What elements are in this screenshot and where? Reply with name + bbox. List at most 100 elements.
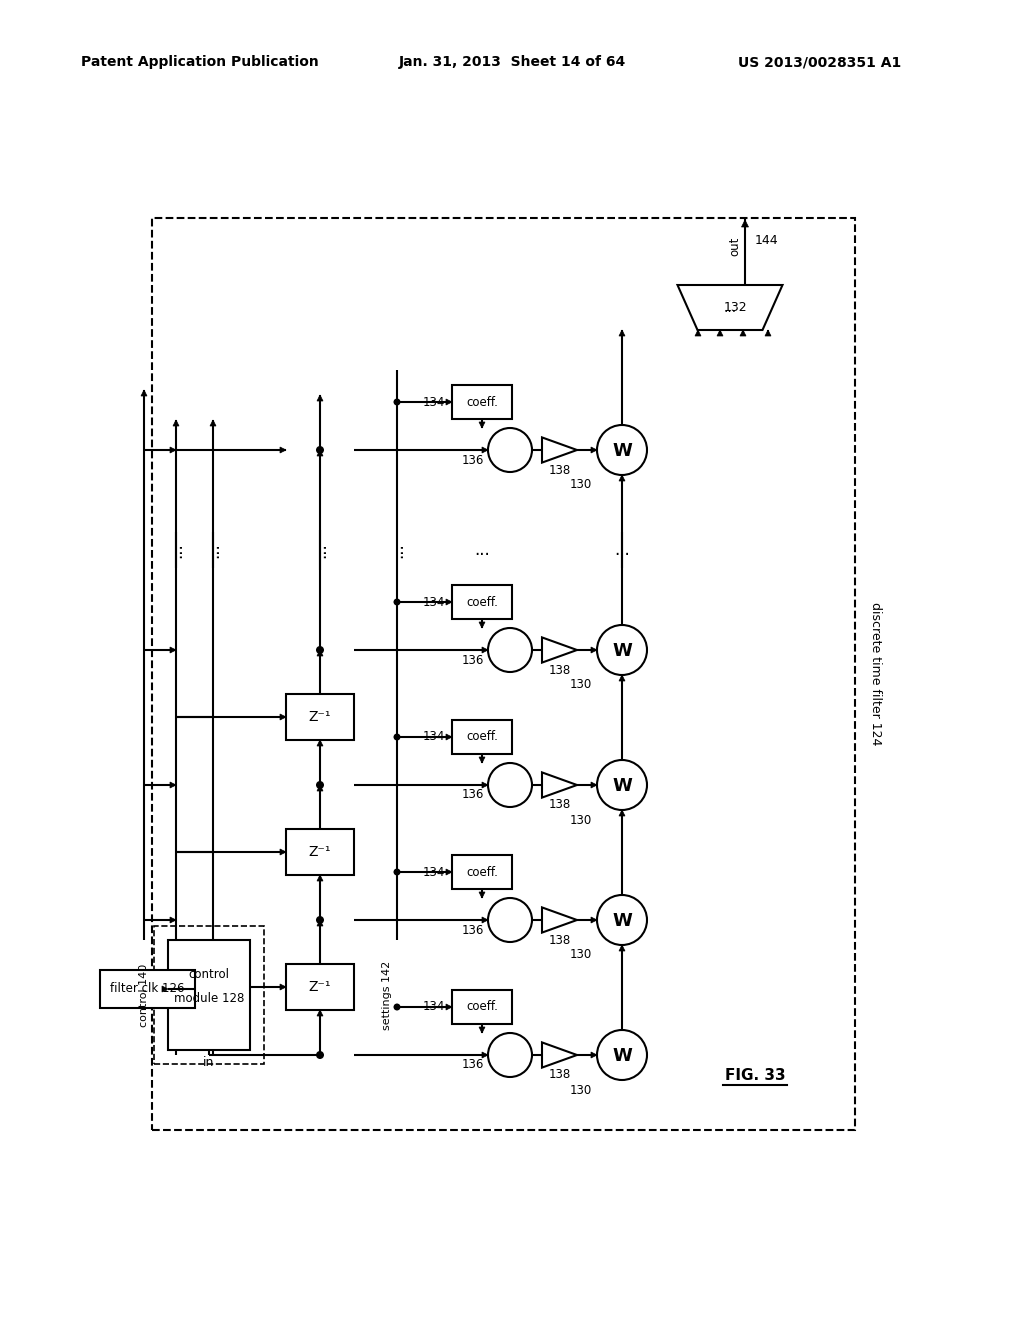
- Circle shape: [316, 446, 324, 454]
- Bar: [154, 927, 264, 1064]
- Text: 138: 138: [549, 463, 570, 477]
- Polygon shape: [717, 330, 723, 337]
- Polygon shape: [482, 781, 488, 788]
- Polygon shape: [170, 781, 176, 788]
- Polygon shape: [591, 647, 597, 653]
- Polygon shape: [618, 810, 625, 816]
- Polygon shape: [741, 220, 749, 227]
- Polygon shape: [280, 849, 286, 855]
- Circle shape: [597, 624, 647, 675]
- Circle shape: [488, 428, 532, 473]
- Circle shape: [488, 1034, 532, 1077]
- Polygon shape: [317, 875, 323, 880]
- Polygon shape: [317, 1010, 323, 1016]
- Text: settings 142: settings 142: [382, 961, 392, 1030]
- Polygon shape: [542, 772, 577, 797]
- Text: ...: ...: [204, 543, 222, 558]
- Polygon shape: [280, 983, 286, 990]
- Text: Patent Application Publication: Patent Application Publication: [81, 55, 318, 69]
- Bar: [452, 719, 512, 754]
- Text: W: W: [612, 912, 632, 931]
- Circle shape: [316, 781, 324, 789]
- Text: 138: 138: [549, 664, 570, 676]
- Bar: [286, 694, 354, 741]
- Text: 132: 132: [723, 301, 746, 314]
- Polygon shape: [618, 945, 625, 950]
- Circle shape: [488, 763, 532, 807]
- Polygon shape: [170, 647, 176, 653]
- Text: W: W: [612, 442, 632, 459]
- Polygon shape: [740, 330, 746, 337]
- Polygon shape: [479, 756, 485, 763]
- Circle shape: [488, 898, 532, 942]
- Text: Z⁻¹: Z⁻¹: [309, 710, 331, 723]
- Bar: [168, 940, 250, 1049]
- Text: coeff.: coeff.: [466, 866, 498, 879]
- Polygon shape: [591, 781, 597, 788]
- Polygon shape: [695, 330, 701, 337]
- Polygon shape: [317, 920, 323, 927]
- Text: module 128: module 128: [174, 991, 244, 1005]
- Polygon shape: [482, 447, 488, 453]
- Text: 130: 130: [569, 479, 592, 491]
- Polygon shape: [317, 649, 323, 656]
- Bar: [286, 829, 354, 875]
- Text: 134: 134: [423, 396, 445, 408]
- Text: control 140: control 140: [139, 964, 150, 1027]
- Circle shape: [597, 1030, 647, 1080]
- Polygon shape: [479, 622, 485, 628]
- Bar: [452, 855, 512, 888]
- Circle shape: [488, 628, 532, 672]
- Circle shape: [316, 916, 324, 924]
- Polygon shape: [591, 917, 597, 923]
- Polygon shape: [479, 422, 485, 428]
- Circle shape: [316, 645, 324, 653]
- Circle shape: [393, 869, 400, 875]
- Polygon shape: [280, 447, 286, 453]
- Text: W: W: [612, 642, 632, 660]
- Bar: [452, 990, 512, 1024]
- Text: 136: 136: [462, 653, 484, 667]
- Bar: [100, 970, 195, 1008]
- Text: 130: 130: [569, 813, 592, 826]
- Text: 144: 144: [755, 234, 778, 247]
- Text: 136: 136: [462, 454, 484, 466]
- Circle shape: [393, 1003, 400, 1011]
- Polygon shape: [317, 741, 323, 746]
- Text: control: control: [188, 969, 229, 982]
- Text: 134: 134: [423, 866, 445, 879]
- Circle shape: [316, 1051, 324, 1059]
- Polygon shape: [446, 734, 452, 741]
- Text: coeff.: coeff.: [466, 1001, 498, 1014]
- Bar: [152, 218, 855, 1130]
- Polygon shape: [317, 450, 323, 455]
- Bar: [452, 385, 512, 418]
- Polygon shape: [482, 647, 488, 653]
- Polygon shape: [173, 420, 179, 426]
- Polygon shape: [446, 1005, 452, 1010]
- Text: discrete time filter 124: discrete time filter 124: [868, 602, 882, 746]
- Polygon shape: [210, 420, 216, 426]
- Polygon shape: [141, 389, 147, 396]
- Polygon shape: [280, 714, 286, 719]
- Text: W: W: [612, 1047, 632, 1065]
- Text: Z⁻¹: Z⁻¹: [309, 845, 331, 859]
- Bar: [286, 964, 354, 1010]
- Polygon shape: [591, 1052, 597, 1059]
- Polygon shape: [170, 447, 176, 453]
- Text: 136: 136: [462, 1059, 484, 1072]
- Polygon shape: [591, 447, 597, 453]
- Circle shape: [393, 734, 400, 741]
- Text: 130: 130: [569, 678, 592, 692]
- Text: out: out: [728, 236, 741, 256]
- Text: 134: 134: [423, 1001, 445, 1014]
- Text: 138: 138: [549, 799, 570, 812]
- Text: Jan. 31, 2013  Sheet 14 of 64: Jan. 31, 2013 Sheet 14 of 64: [398, 55, 626, 69]
- Text: ...: ...: [614, 541, 630, 558]
- Polygon shape: [482, 917, 488, 923]
- Text: in: in: [204, 1056, 215, 1068]
- Text: 134: 134: [423, 730, 445, 743]
- Polygon shape: [678, 285, 782, 330]
- Polygon shape: [618, 475, 625, 480]
- Polygon shape: [479, 1027, 485, 1034]
